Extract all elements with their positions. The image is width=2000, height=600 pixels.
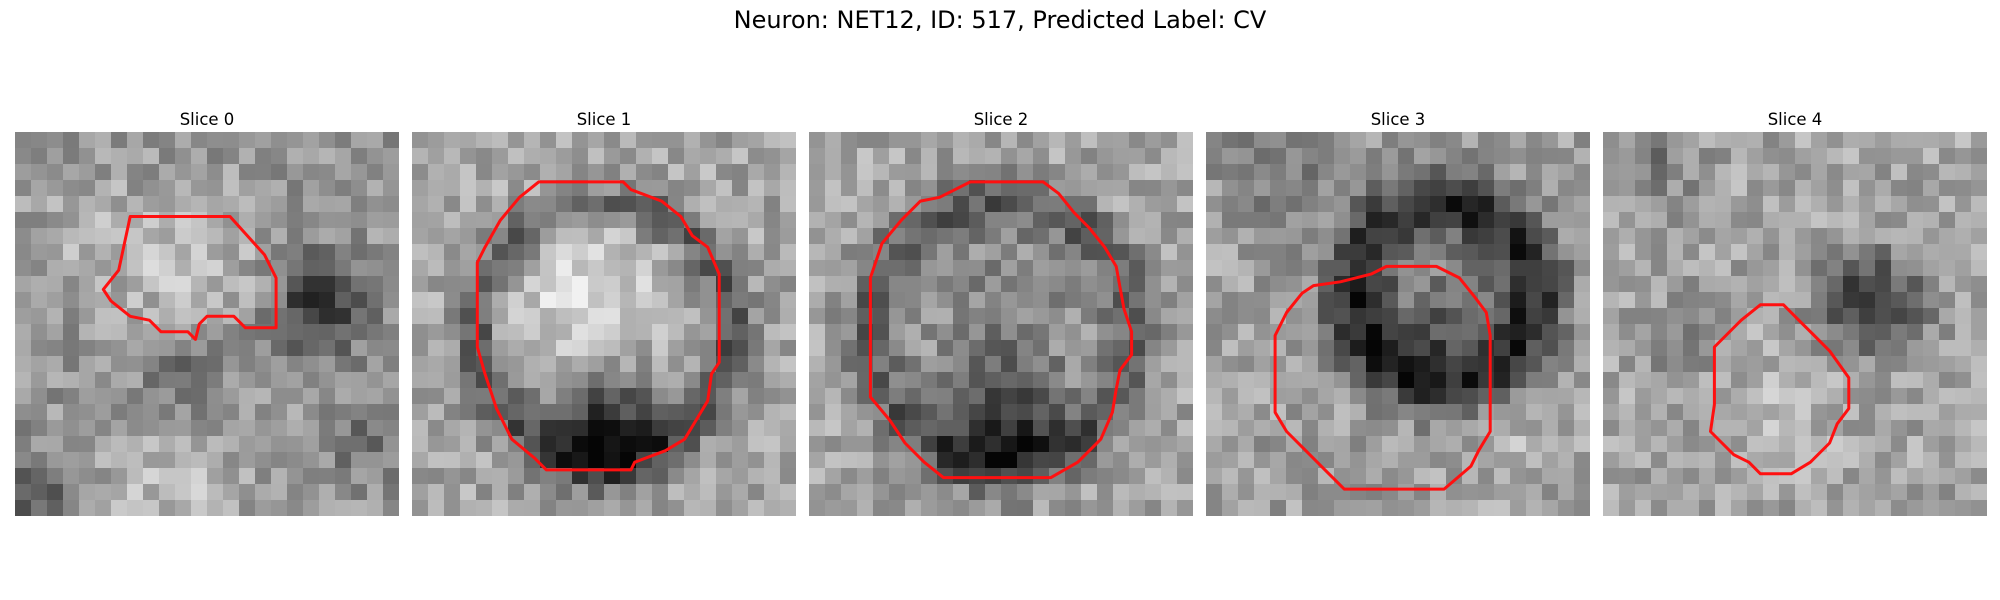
slice-contour-4 <box>1709 303 1851 476</box>
slice-panel-4: Slice 4 <box>1603 108 1987 516</box>
slice-image-1 <box>412 132 796 516</box>
slice-contour-0 <box>101 215 278 341</box>
slice-title-4: Slice 4 <box>1767 110 1823 129</box>
slice-contour-3 <box>1273 264 1492 491</box>
slice-contour-1 <box>475 180 721 472</box>
slice-pixels-4 <box>1603 132 1987 516</box>
slice-panel-0: Slice 0 <box>15 108 399 516</box>
slice-title-0: Slice 0 <box>179 110 235 129</box>
slice-image-3 <box>1206 132 1590 516</box>
slice-contour-2 <box>868 180 1134 480</box>
slice-pixels-3 <box>1206 132 1590 516</box>
slice-pixels-1 <box>412 132 796 516</box>
slice-pixels-0 <box>15 132 399 516</box>
slice-panel-2: Slice 2 <box>809 108 1193 516</box>
slice-image-0 <box>15 132 399 516</box>
slice-image-2 <box>809 132 1193 516</box>
slice-title-2: Slice 2 <box>973 110 1029 129</box>
slice-panel-1: Slice 1 <box>412 108 796 516</box>
slice-image-4 <box>1603 132 1987 516</box>
slice-pixels-2 <box>809 132 1193 516</box>
slice-title-1: Slice 1 <box>576 110 632 129</box>
slice-panel-3: Slice 3 <box>1206 108 1590 516</box>
figure-title: Neuron: NET12, ID: 517, Predicted Label:… <box>733 6 1267 34</box>
slice-title-3: Slice 3 <box>1370 110 1426 129</box>
